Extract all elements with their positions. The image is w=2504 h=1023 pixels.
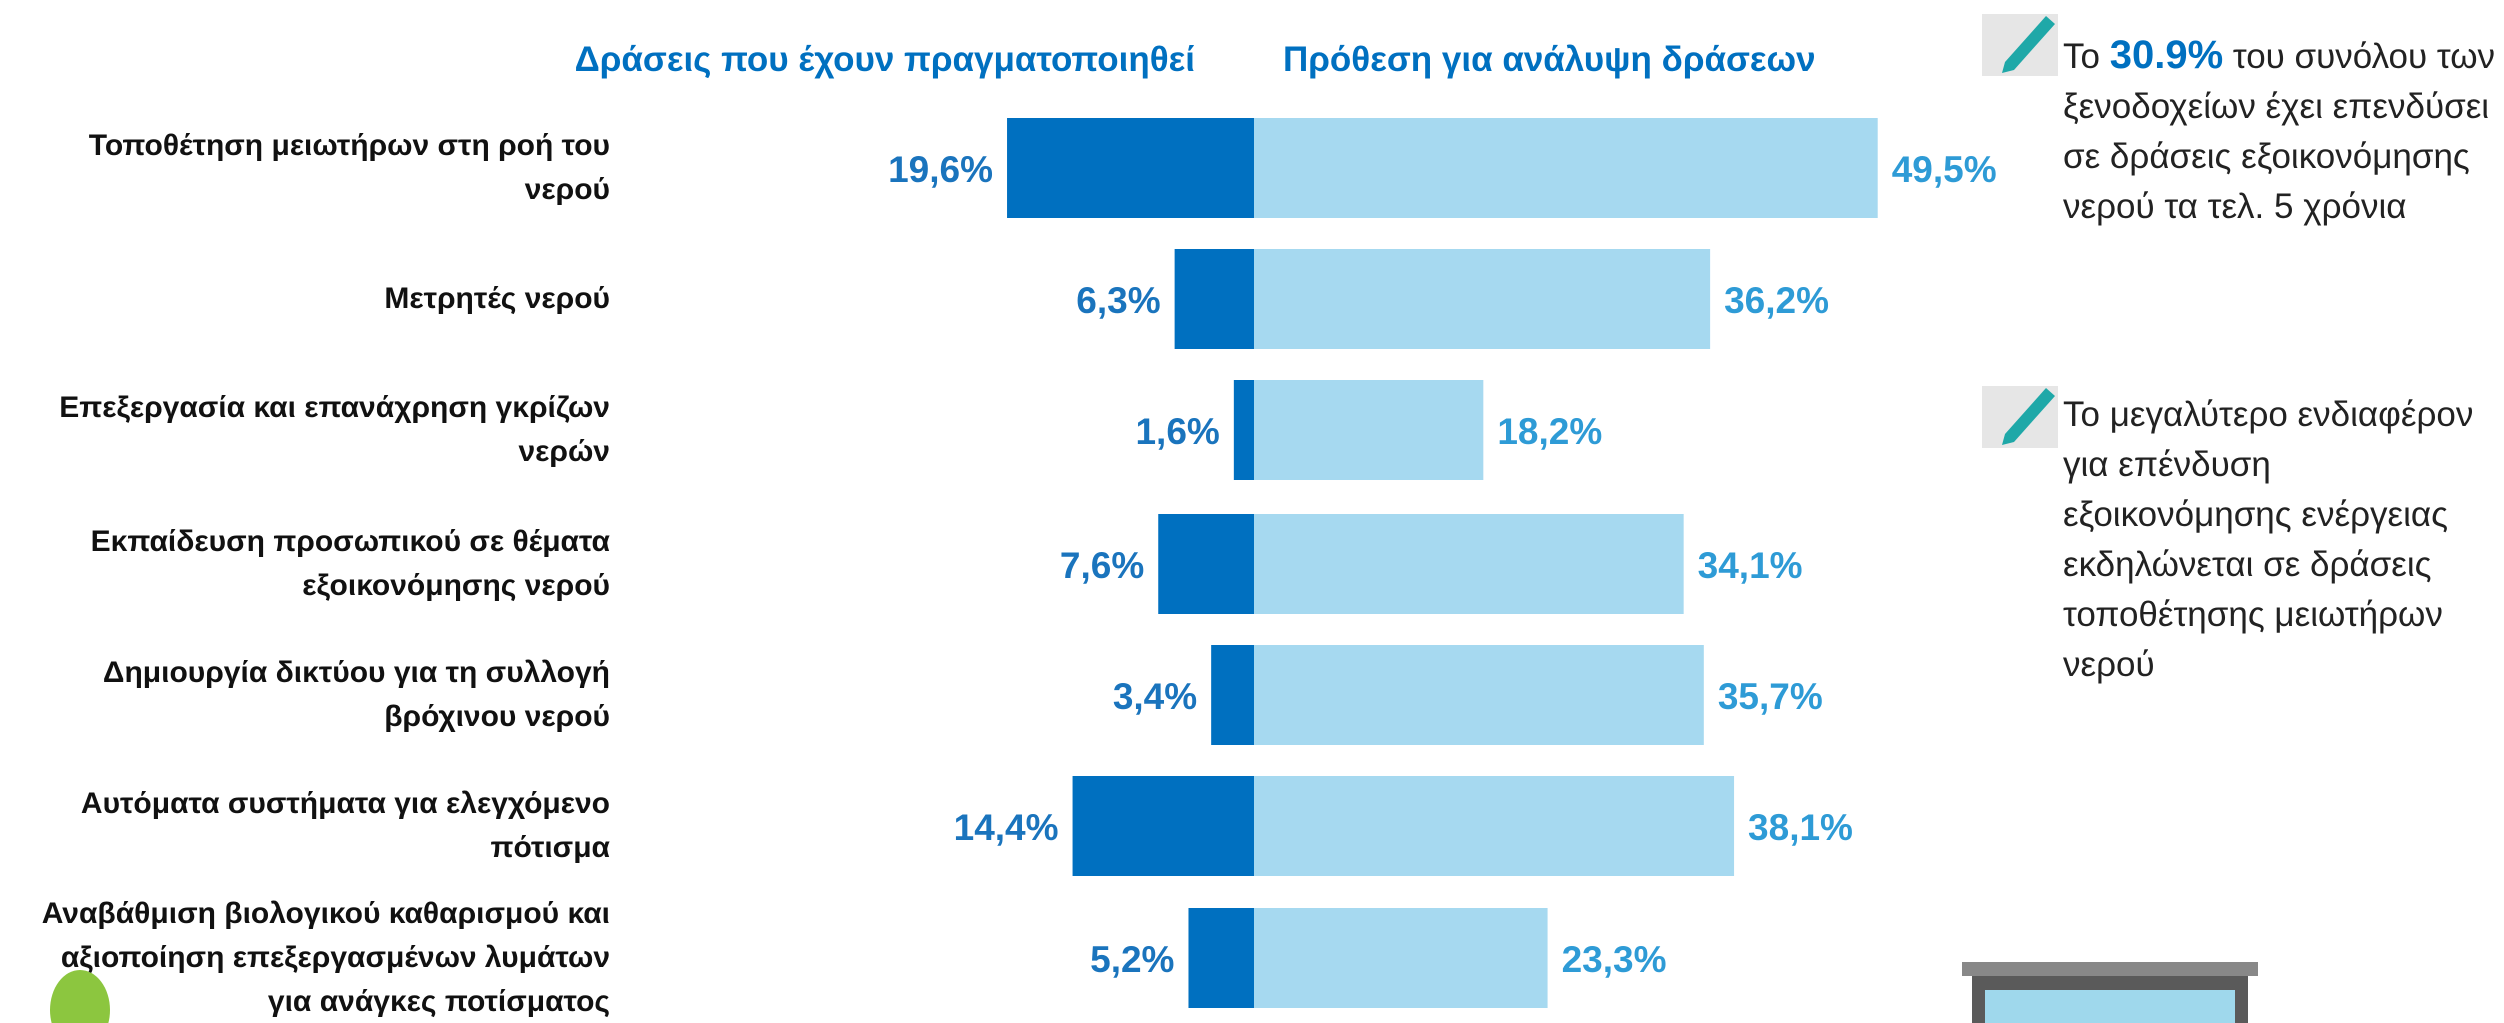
value-label: 18,2% bbox=[1497, 411, 1602, 452]
legend-left: Δράσεις που έχουν πραγματοποιηθεί bbox=[574, 40, 1195, 79]
value-label: 35,7% bbox=[1718, 676, 1823, 717]
decoration bbox=[50, 970, 110, 1023]
bar bbox=[1254, 645, 1704, 745]
category-label: Εκπαίδευση προσωπικού σε θέματα εξοικονό… bbox=[90, 525, 610, 602]
category-label: Αυτόματα συστήματα για ελεγχόμενο πότισμ… bbox=[80, 787, 610, 864]
category-label: Αναβάθμιση βιολογικού καθαρισμού και αξι… bbox=[41, 897, 610, 1018]
bar bbox=[1254, 776, 1735, 876]
value-label: 1,6% bbox=[1135, 411, 1219, 452]
value-label: 5,2% bbox=[1090, 939, 1174, 980]
note: Το 30.9% του συνόλου των ξενοδοχείων έχε… bbox=[2063, 30, 2503, 232]
value-label: 7,6% bbox=[1060, 545, 1144, 586]
note-text: Το μεγαλύτερο ενδιαφέρον για επένδυση εξ… bbox=[2063, 395, 2474, 684]
category-label: Επεξεργασία και επανάχρηση γκρίζων νερών bbox=[59, 391, 610, 468]
bar bbox=[1174, 249, 1254, 349]
value-label: 14,4% bbox=[954, 807, 1059, 848]
value-label: 36,2% bbox=[1724, 280, 1829, 321]
bar bbox=[1254, 514, 1684, 614]
bar bbox=[1007, 118, 1254, 218]
note-text: Το bbox=[2063, 37, 2110, 76]
value-label: 38,1% bbox=[1748, 807, 1853, 848]
bar bbox=[1254, 249, 1711, 349]
bar bbox=[1233, 380, 1254, 480]
bar bbox=[1254, 908, 1548, 1008]
value-label: 3,4% bbox=[1113, 676, 1197, 717]
bar bbox=[1254, 380, 1484, 480]
note: Το μεγαλύτερο ενδιαφέρον για επένδυση εξ… bbox=[2063, 390, 2503, 690]
bar bbox=[1211, 645, 1254, 745]
category-label: Δημιουργία δικτύου για τη συλλογή βρόχιν… bbox=[102, 656, 610, 733]
bar bbox=[1188, 908, 1254, 1008]
value-label: 34,1% bbox=[1698, 545, 1803, 586]
bar bbox=[1158, 514, 1254, 614]
icon bbox=[1982, 14, 2058, 448]
value-label: 19,6% bbox=[888, 149, 993, 190]
value-label: 6,3% bbox=[1076, 280, 1160, 321]
category-label: Μετρητές νερού bbox=[384, 282, 610, 315]
category-label: Τοποθέτηση μειωτήρων στη ροή του νερού bbox=[88, 129, 610, 206]
bar bbox=[1072, 776, 1254, 876]
building bbox=[1962, 962, 2258, 1023]
bar bbox=[1254, 118, 1878, 218]
note-text: 30.9% bbox=[2109, 33, 2224, 77]
legend-right: Πρόθεση για ανάλυψη δράσεων bbox=[1283, 40, 1816, 79]
value-label: 49,5% bbox=[1892, 149, 1997, 190]
note-text: του συνόλου των ξενοδοχείων έχει επενδύσ… bbox=[2063, 37, 2496, 226]
value-label: 23,3% bbox=[1562, 939, 1667, 980]
